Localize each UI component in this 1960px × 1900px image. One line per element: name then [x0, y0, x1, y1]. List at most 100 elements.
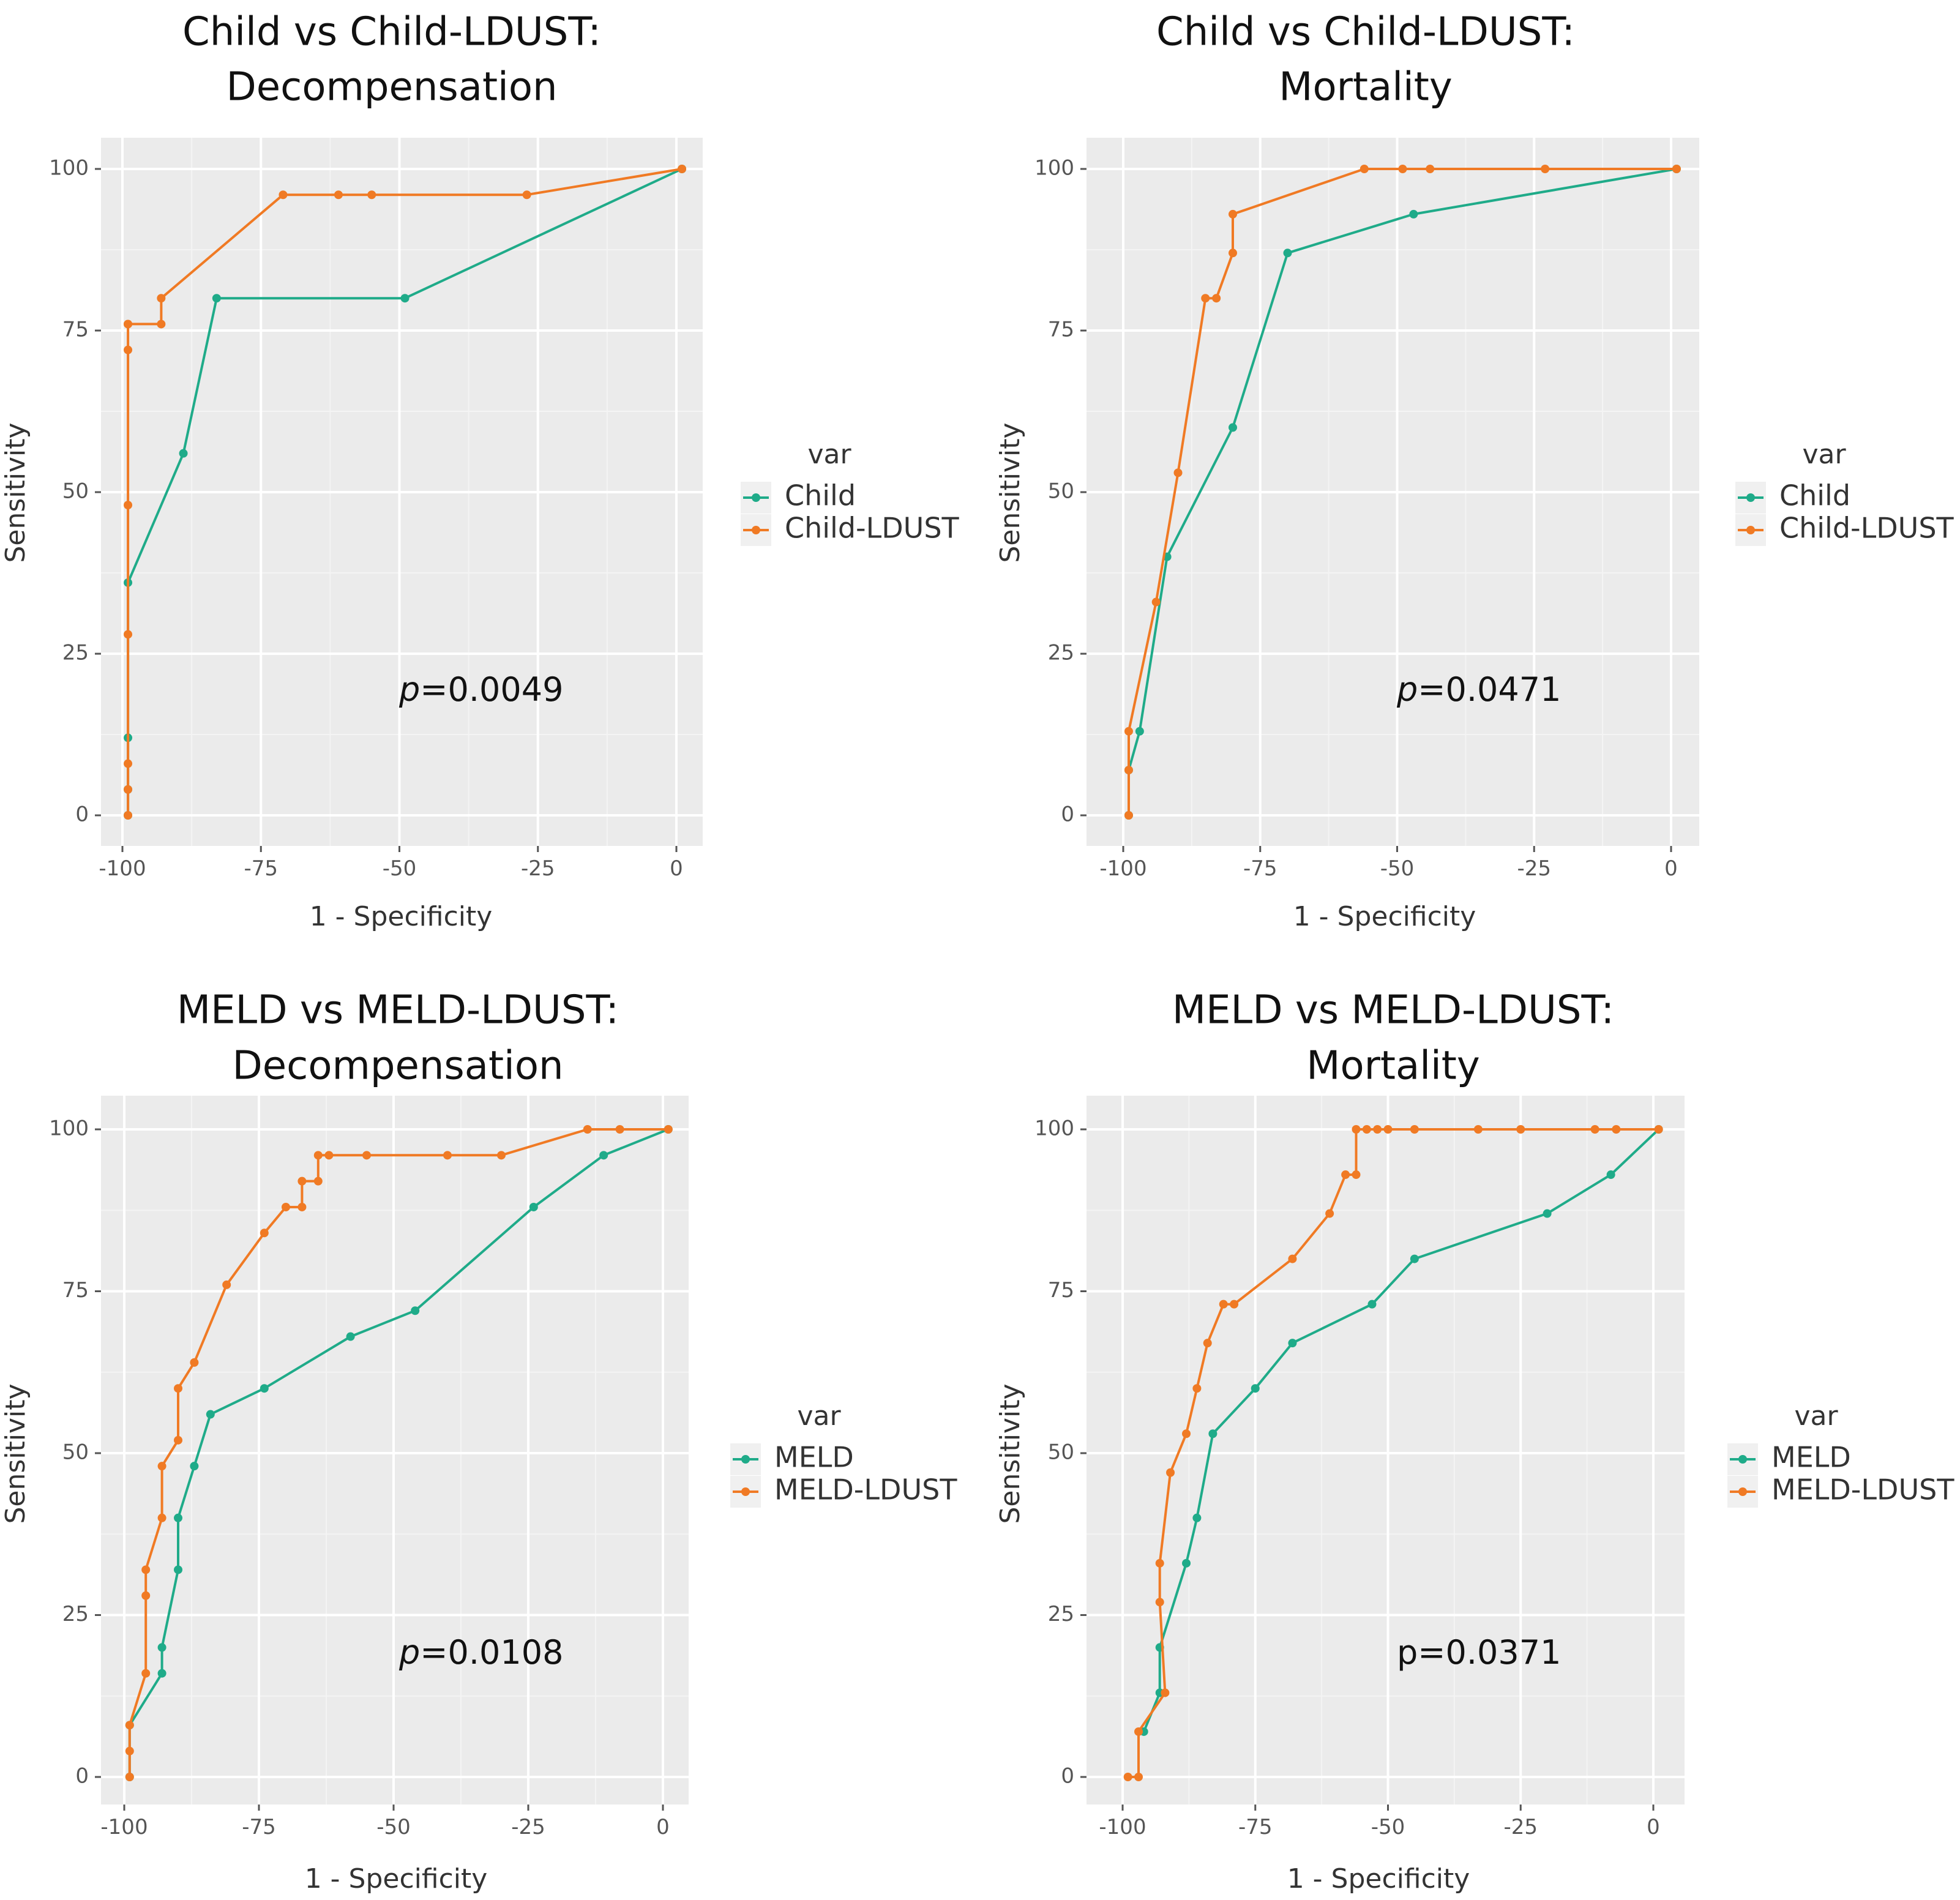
data-point — [1212, 294, 1221, 303]
y-tick-label: 25 — [1048, 1602, 1074, 1626]
data-point — [1251, 1384, 1260, 1393]
series-child-ldust — [1124, 165, 1681, 820]
chart-title: MELD vs MELD-LDUST: Decompensation — [177, 988, 619, 1089]
y-tick-label: 50 — [62, 479, 89, 504]
y-tick-label: 0 — [75, 1764, 89, 1789]
x-tick-label: -25 — [511, 1815, 545, 1839]
data-point — [1135, 727, 1144, 736]
data-point — [1373, 1125, 1382, 1134]
data-point — [1352, 1170, 1361, 1180]
data-point — [124, 630, 133, 639]
data-point — [260, 1229, 269, 1238]
data-point — [346, 1332, 355, 1341]
x-tick-label: -100 — [100, 1815, 148, 1839]
data-point — [157, 294, 166, 303]
data-point — [313, 1151, 323, 1160]
data-point — [1124, 766, 1133, 775]
series-meld-ldust — [1123, 1125, 1663, 1781]
data-point — [1124, 811, 1133, 820]
p-value-annotation: p=0.0108 — [398, 1633, 563, 1672]
data-point — [529, 1202, 538, 1211]
x-tick-label: -50 — [1371, 1815, 1405, 1839]
data-point — [664, 1125, 673, 1134]
data-point — [1155, 1598, 1164, 1607]
data-point — [157, 320, 166, 329]
data-point — [1219, 1300, 1228, 1309]
data-point — [141, 1565, 151, 1574]
data-point — [174, 1513, 182, 1522]
data-point — [1410, 1125, 1419, 1134]
data-point — [522, 190, 531, 200]
x-axis-label: 1 - Specificity — [305, 1863, 488, 1894]
data-point — [1208, 1429, 1218, 1438]
y-tick-label: 50 — [1048, 479, 1074, 504]
data-point — [1166, 1468, 1175, 1477]
chart-panel-1: Child vs Child-LDUST: Decompensation -100 -… — [0, 10, 960, 932]
data-point — [1654, 1125, 1663, 1134]
legend-key-point — [741, 1455, 750, 1464]
legend-label: MELD — [1771, 1441, 1851, 1474]
data-point — [1362, 1125, 1371, 1134]
data-point — [124, 320, 133, 329]
data-point — [174, 1435, 182, 1445]
y-axis-label: Sensitivity — [0, 422, 31, 563]
data-point — [124, 759, 133, 768]
x-tick-label: -100 — [1099, 856, 1146, 881]
legend-label: Child — [785, 479, 856, 512]
legend-title: var — [1802, 439, 1846, 470]
data-point — [1516, 1125, 1525, 1134]
data-point — [1473, 1125, 1483, 1134]
data-point — [400, 294, 410, 303]
legend-title: var — [807, 439, 851, 470]
legend-key-point — [741, 1487, 750, 1496]
y-axis-label: Sensitivity — [0, 1383, 31, 1524]
data-point — [297, 1176, 307, 1186]
legend-label: MELD-LDUST — [1771, 1473, 1954, 1506]
data-point — [1283, 249, 1292, 258]
data-point — [1192, 1384, 1202, 1393]
data-point — [260, 1384, 269, 1393]
data-point — [615, 1125, 624, 1134]
data-point — [124, 501, 133, 510]
legend-label: MELD — [774, 1441, 854, 1474]
data-point — [1410, 1254, 1419, 1263]
y-axis-label: Sensitivity — [995, 1383, 1026, 1524]
legend-title: var — [1794, 1401, 1838, 1432]
legend-key-point — [752, 526, 760, 534]
data-point — [411, 1306, 420, 1315]
data-point — [1398, 165, 1407, 173]
data-point — [1123, 1773, 1132, 1781]
series-meld-ldust — [125, 1125, 673, 1781]
y-tick-label: 0 — [1061, 802, 1074, 827]
legend-key-point — [752, 493, 760, 502]
data-point — [1360, 165, 1369, 173]
y-tick-label: 25 — [1048, 641, 1074, 665]
data-point — [157, 1513, 166, 1522]
data-point — [1182, 1558, 1191, 1568]
data-point — [157, 1643, 166, 1652]
data-point — [324, 1151, 334, 1160]
data-point — [1288, 1254, 1297, 1263]
y-tick-label: 25 — [62, 1602, 89, 1626]
legend-label: Child-LDUST — [1779, 512, 1954, 545]
data-point — [367, 190, 376, 200]
data-point — [124, 811, 133, 820]
data-point — [1426, 165, 1435, 173]
data-point — [443, 1151, 452, 1160]
data-point — [206, 1410, 215, 1419]
x-tick-label: -75 — [244, 856, 278, 881]
data-point — [334, 190, 343, 200]
y-tick-label: 50 — [1048, 1440, 1074, 1465]
data-point — [583, 1125, 592, 1134]
data-point — [297, 1202, 307, 1211]
data-point — [179, 449, 188, 458]
data-point — [1612, 1125, 1621, 1134]
data-point — [141, 1669, 151, 1678]
data-point — [190, 1462, 199, 1471]
y-tick-label: 100 — [1034, 156, 1074, 181]
p-value-annotation: p=0.0049 — [398, 670, 563, 709]
data-point — [157, 1669, 166, 1678]
